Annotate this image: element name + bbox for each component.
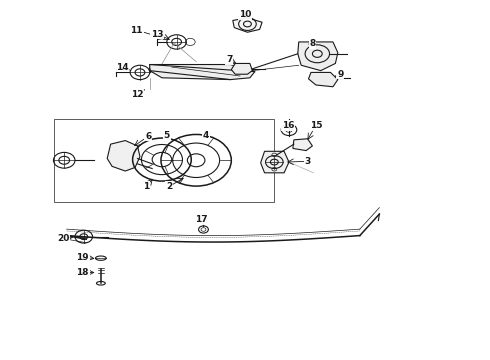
Text: 17: 17 <box>195 215 207 224</box>
Polygon shape <box>261 151 289 173</box>
Polygon shape <box>293 139 313 150</box>
Polygon shape <box>233 18 262 32</box>
Text: 13: 13 <box>151 30 163 39</box>
Text: 2: 2 <box>166 182 172 191</box>
Text: 16: 16 <box>282 121 294 130</box>
Text: 9: 9 <box>337 70 343 79</box>
Text: 19: 19 <box>76 253 89 262</box>
Text: 10: 10 <box>239 10 251 19</box>
Text: 7: 7 <box>226 55 233 64</box>
Text: 4: 4 <box>203 131 209 140</box>
Text: 14: 14 <box>116 63 128 72</box>
Text: 8: 8 <box>309 39 316 48</box>
Text: 6: 6 <box>145 132 151 141</box>
Text: 18: 18 <box>76 268 89 277</box>
Polygon shape <box>298 42 338 71</box>
Text: 11: 11 <box>130 26 143 35</box>
Text: 12: 12 <box>131 90 144 99</box>
Polygon shape <box>231 63 252 74</box>
Text: 20: 20 <box>57 234 70 243</box>
Polygon shape <box>107 140 140 171</box>
Text: 3: 3 <box>304 157 311 166</box>
Text: 5: 5 <box>164 131 170 140</box>
Text: 1: 1 <box>143 182 149 191</box>
Polygon shape <box>309 72 338 87</box>
Polygon shape <box>150 64 255 80</box>
Text: 15: 15 <box>310 121 322 130</box>
